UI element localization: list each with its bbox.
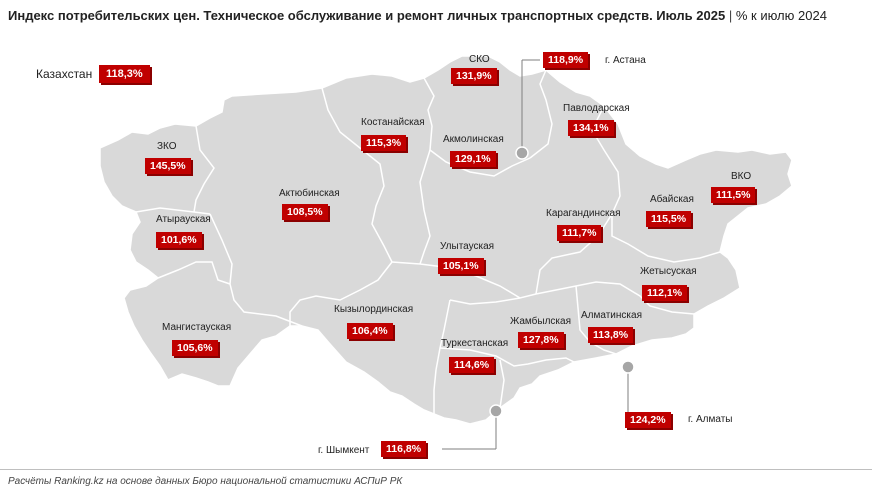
region-value-kyzylorda: 106,4% <box>347 323 393 339</box>
country-name: Казахстан <box>36 67 93 81</box>
region-name-abay: Абайская <box>650 194 694 205</box>
map-outline <box>99 55 793 425</box>
region-name-akmola: Акмолинская <box>443 134 504 145</box>
city-name-astana: г. Астана <box>605 55 646 66</box>
region-value-akmola: 129,1% <box>450 151 496 167</box>
region-value-zko: 145,5% <box>145 158 191 174</box>
city-value-astana: 118,9% <box>543 52 589 68</box>
region-name-karaganda: Карагандинская <box>546 208 621 219</box>
region-name-zhetysu: Жетысуская <box>640 266 697 277</box>
region-name-kyzylorda: Кызылординская <box>334 304 414 315</box>
region-value-ulytau: 105,1% <box>438 258 484 274</box>
astana-marker <box>515 146 529 160</box>
region-value-sko: 131,9% <box>451 68 497 84</box>
region-name-vko: ВКО <box>731 171 752 182</box>
region-name-pavlodar: Павлодарская <box>563 103 630 114</box>
region-value-zhambyl: 127,8% <box>518 332 564 348</box>
almaty-marker <box>621 360 635 374</box>
region-borders <box>135 69 721 414</box>
region-name-mangystau: Мангистауская <box>162 322 232 333</box>
footer-divider <box>0 469 872 470</box>
region-name-almaty-region: Алматинская <box>581 310 642 321</box>
region-name-ulytau: Улытауская <box>440 241 495 252</box>
city-value-almaty: 124,2% <box>625 412 671 428</box>
region-name-turkestan: Туркестанская <box>441 338 509 349</box>
region-name-zko: ЗКО <box>157 141 177 152</box>
city-markers <box>442 59 635 450</box>
region-value-atyrau: 101,6% <box>156 232 202 248</box>
title-main: Индекс потребительских цен. Техническое … <box>8 8 726 23</box>
region-value-almaty-region: 113,8% <box>588 327 634 343</box>
title-unit: % к июлю 2024 <box>735 8 827 23</box>
city-name-almaty: г. Алматы <box>688 414 733 425</box>
region-name-sko: СКО <box>469 54 490 65</box>
region-name-kostanay: Костанайская <box>361 117 425 128</box>
region-value-mangystau: 105,6% <box>172 340 218 356</box>
city-name-shymkent: г. Шымкент <box>318 445 370 456</box>
region-value-abay: 115,5% <box>646 211 692 227</box>
region-value-kostanay: 115,3% <box>361 135 407 151</box>
region-name-aktobe: Актюбинская <box>279 188 340 199</box>
region-value-turkestan: 114,6% <box>449 357 495 373</box>
title-separator: | <box>728 8 733 23</box>
region-value-pavlodar: 134,1% <box>568 120 614 136</box>
region-name-zhambyl: Жамбылская <box>510 316 571 327</box>
chart-title: Индекс потребительских цен. Техническое … <box>8 8 827 23</box>
region-value-karaganda: 111,7% <box>557 225 602 241</box>
city-value-shymkent: 116,8% <box>381 441 427 457</box>
region-value-vko: 111,5% <box>711 187 756 203</box>
region-value-zhetysu: 112,1% <box>642 285 688 301</box>
shymkent-marker <box>489 404 503 418</box>
source-note: Расчёты Ranking.kz на основе данных Бюро… <box>8 476 403 487</box>
country-value: 118,3% <box>99 65 150 83</box>
region-value-aktobe: 108,5% <box>282 204 328 220</box>
region-name-atyrau: Атырауская <box>156 214 211 225</box>
